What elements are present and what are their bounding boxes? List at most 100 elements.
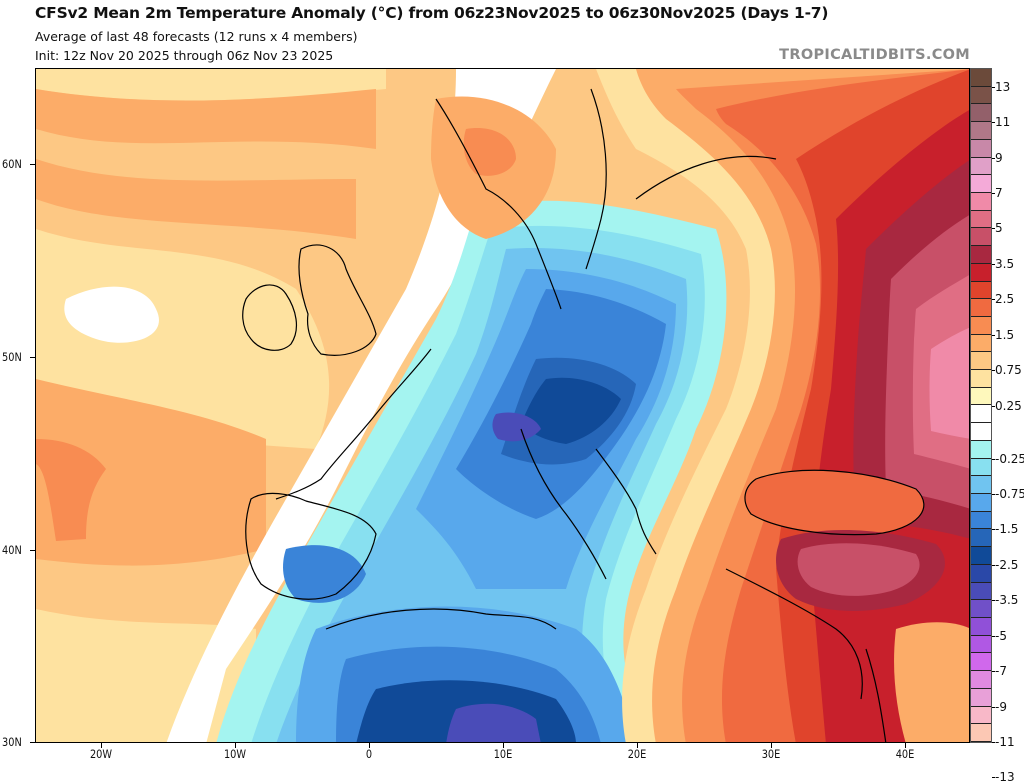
- contour-band: [446, 703, 541, 742]
- lat-label-50n: 50N: [2, 350, 22, 364]
- colorbar-segment: [971, 263, 991, 282]
- lat-tick: [30, 550, 35, 551]
- contour-band: [36, 89, 376, 149]
- colorbar-tick: [992, 334, 995, 336]
- colorbar-segment: [971, 671, 991, 689]
- colorbar-segment: [971, 618, 991, 636]
- colorbar-label: 0.25: [995, 398, 1022, 413]
- colorbar-segment: [971, 122, 991, 140]
- colorbar-label: -5: [995, 628, 1007, 643]
- lon-tick: [905, 743, 906, 748]
- coast-black-sea: [744, 469, 925, 536]
- colorbar-segment: [971, 387, 991, 406]
- lon-label-0: 0: [365, 747, 373, 761]
- lon-tick: [771, 743, 772, 748]
- colorbar-tick: [992, 405, 995, 407]
- lon-tick: [637, 743, 638, 748]
- coast-ireland: [242, 284, 298, 351]
- contour-band: [36, 439, 106, 541]
- contour-band: [283, 545, 366, 603]
- colorbar-tick: [992, 494, 995, 496]
- colorbar-segment: [971, 175, 991, 193]
- contour-band: [36, 229, 330, 449]
- colorbar-segment: [971, 246, 991, 264]
- colorbar-tick: [992, 671, 995, 673]
- coast-italy: [520, 428, 607, 580]
- colorbar-tick: [992, 86, 995, 88]
- colorbar-segment: [971, 600, 991, 619]
- colorbar-segment: [971, 440, 991, 459]
- colorbar-segment: [971, 299, 991, 317]
- colorbar-segment: [971, 228, 991, 247]
- colorbar-label: 2.5: [995, 292, 1015, 307]
- colorbar-tick: [992, 157, 995, 159]
- colorbar-label: 9: [995, 150, 1003, 165]
- lon-tick: [101, 743, 102, 748]
- lat-tick: [30, 164, 35, 165]
- colorbar-segment: [971, 334, 991, 353]
- colorbar-segment: [971, 688, 991, 707]
- colorbar-segment: [971, 210, 991, 229]
- lat-label-30n: 30N: [2, 735, 22, 749]
- colorbar-tick: [992, 706, 995, 708]
- colorbar-label: 1.5: [995, 327, 1015, 342]
- contour-band: [64, 286, 159, 343]
- contour-band: [521, 377, 621, 444]
- colorbar-segment: [971, 564, 991, 583]
- colorbar-segment: [971, 157, 991, 176]
- coast-north-africa: [325, 608, 557, 630]
- colorbar-segment: [971, 423, 991, 441]
- colorbar-segment: [971, 352, 991, 371]
- lon-label-20w: 20W: [89, 747, 113, 761]
- colorbar-segment: [971, 405, 991, 424]
- coast-scandinavia: [435, 98, 562, 310]
- lon-tick: [235, 743, 236, 748]
- colorbar-segment: [971, 104, 991, 123]
- coast-levant: [865, 648, 887, 742]
- coast-turkey: [725, 568, 863, 700]
- anomaly-map: [35, 68, 970, 743]
- coast-iberia: [245, 492, 377, 600]
- contour-band: [166, 69, 556, 742]
- colorbar-segment: [971, 547, 991, 565]
- coast-finland: [635, 155, 777, 200]
- colorbar-label: 13: [995, 79, 1011, 94]
- lat-label-40n: 40N: [2, 543, 22, 557]
- colorbar-label: 7: [995, 185, 1003, 200]
- colorbar-label: 5: [995, 221, 1003, 236]
- contour-band: [36, 69, 386, 101]
- colorbar-label: -1.5: [995, 522, 1019, 537]
- colorbar-label: 3.5: [995, 256, 1015, 271]
- colorbar-tick: [992, 529, 995, 531]
- colorbar-label: -9: [995, 699, 1007, 714]
- lon-tick: [369, 743, 370, 748]
- colorbar-label: -7: [995, 664, 1007, 679]
- lon-label-30e: 30E: [761, 747, 781, 761]
- colorbar-segment: [971, 724, 991, 742]
- contour-band: [492, 412, 541, 442]
- coast-great-britain: [298, 244, 377, 356]
- lon-label-20e: 20E: [627, 747, 647, 761]
- contour-band: [463, 128, 516, 176]
- map-canvas: [36, 69, 969, 742]
- lat-tick: [30, 357, 35, 358]
- coast-adriatic: [595, 448, 657, 555]
- colorbar-segment: [971, 139, 991, 158]
- colorbar-tick: [992, 228, 995, 230]
- colorbar-label: 11: [995, 115, 1011, 130]
- colorbar-tick: [992, 192, 995, 194]
- colorbar-segment: [971, 529, 991, 548]
- colorbar: [970, 68, 992, 743]
- colorbar-segment: [971, 511, 991, 530]
- colorbar-tick: [992, 635, 995, 637]
- lon-label-10w: 10W: [223, 747, 247, 761]
- colorbar-label: -0.25: [995, 451, 1024, 466]
- colorbar-segment: [971, 582, 991, 601]
- colorbar-label: 0.75: [995, 363, 1022, 378]
- colorbar-label: -3.5: [995, 593, 1019, 608]
- colorbar-segment: [971, 706, 991, 725]
- colorbar-segment: [971, 69, 991, 87]
- colorbar-segment: [971, 316, 991, 335]
- lon-label-10e: 10E: [493, 747, 513, 761]
- colorbar-label: -11: [995, 735, 1015, 749]
